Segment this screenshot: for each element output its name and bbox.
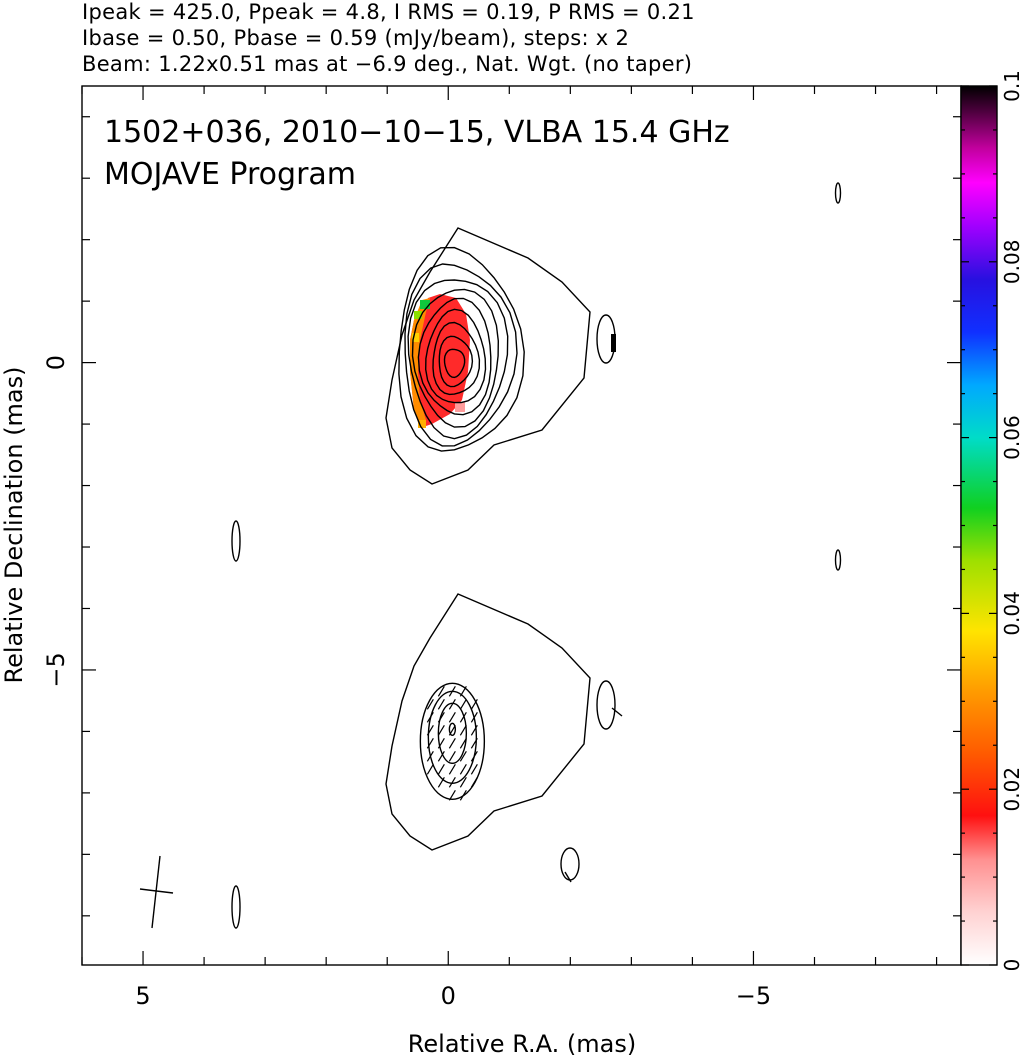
polarization-vector [459, 698, 467, 710]
image-header: Ipeak = 425.0, Ppeak = 4.8, I RMS = 0.19… [0, 0, 1022, 82]
chart-subtitle: MOJAVE Program [104, 157, 356, 192]
polarization-vector [459, 685, 467, 697]
polarization-vector [437, 685, 445, 697]
intensity-contour-32 [424, 308, 487, 404]
axis-ticks [81, 86, 961, 965]
polarization-vector [459, 763, 467, 775]
polarization-vector [448, 685, 456, 697]
colorbar-tick-label: 0 [1000, 959, 1022, 972]
colorbar-tick-label: 0.04 [1000, 591, 1022, 636]
polarization-vector [459, 776, 467, 788]
plot-frame [81, 85, 962, 966]
polarization-vector [470, 724, 478, 736]
intensity-contour-16 [417, 297, 492, 416]
header-beam-line: Beam: 1.22x0.51 mas at −6.9 deg., Nat. W… [82, 52, 693, 76]
polarization-vector [448, 763, 456, 775]
intensity-contour-64 [432, 321, 481, 396]
intensity-contour-1 [398, 246, 525, 452]
polarization-vector [426, 724, 434, 736]
colorbar-tick-label: 0.02 [1000, 767, 1022, 812]
intensity-contours [385, 227, 591, 485]
x-axis-label: Relative R.A. (mas) [408, 1030, 636, 1058]
polarization-vector [426, 750, 434, 762]
polarization-vector [470, 698, 478, 710]
axis-tick-labels: 5 0 −5 0 −5 [42, 355, 771, 1010]
polarization-vector [437, 724, 445, 736]
polarization-vector [459, 737, 467, 749]
intensity-contour-8 [411, 288, 500, 428]
colorbar-gradient [961, 86, 997, 965]
polarization-vector [470, 763, 478, 775]
polarization-vector [437, 750, 445, 762]
polarization-vector [437, 698, 445, 710]
polarization-outer-contour [385, 593, 591, 851]
polarization-vector [426, 698, 434, 710]
polarization-vector [448, 698, 456, 710]
header-base-steps-line: Ibase = 0.50, Pbase = 0.59 (mJy/beam), s… [82, 26, 630, 50]
polarization-vector [448, 776, 456, 788]
intensity-contour-2 [404, 263, 518, 447]
y-tick-label: 0 [42, 355, 70, 370]
polarization-inner-contour [448, 722, 457, 736]
polarization-vector [459, 711, 467, 723]
colorbar: 0 0.02 0.04 0.06 0.08 0.1 [960, 70, 1022, 972]
polarization-inner-contour [419, 682, 486, 800]
colorbar-tick-label: 0.08 [1000, 240, 1022, 285]
polarization-vector [437, 776, 445, 788]
polarization-vectors [426, 685, 478, 801]
x-tick-label: −5 [736, 982, 771, 1010]
noise-contour-islands [231, 182, 842, 929]
polarization-vector [448, 737, 456, 749]
header-peak-rms-line: Ipeak = 425.0, Ppeak = 4.8, I RMS = 0.19… [82, 0, 695, 24]
polarization-vector [470, 737, 478, 749]
polarization-vector [459, 724, 467, 736]
polarization-vector [437, 763, 445, 775]
polarization-vector [470, 750, 478, 762]
colorbar-tick-label: 0.06 [1000, 415, 1022, 460]
polarization-vector [448, 711, 456, 723]
polarization-vector [448, 789, 456, 801]
y-axis-label: Relative Declination (mas) [0, 366, 28, 683]
polarization-vector [448, 724, 456, 736]
polarization-vector [426, 763, 434, 775]
polarization-vector [459, 789, 467, 801]
polarization-vector [437, 711, 445, 723]
polarization-vector [426, 737, 434, 749]
intensity-contour-256 [443, 348, 466, 379]
intensity-contour-128 [438, 335, 474, 388]
y-tick-label: −5 [42, 652, 70, 687]
polarization-vector [470, 776, 478, 788]
polarization-vector [426, 711, 434, 723]
colorbar-tick-label: 0.1 [1000, 70, 1022, 102]
intensity-contour-4 [407, 279, 509, 440]
polarization-vector [470, 711, 478, 723]
x-tick-label: 5 [135, 982, 150, 1010]
polarization-contours [385, 593, 591, 851]
restoring-beam-symbol [139, 855, 174, 929]
polarization-vector [437, 737, 445, 749]
chart-title: 1502+036, 2010−10−15, VLBA 15.4 GHz [104, 115, 730, 150]
polarization-vector [459, 750, 467, 762]
x-tick-label: 0 [441, 982, 456, 1010]
polarization-vector [448, 750, 456, 762]
compact-polarization-marker [611, 334, 616, 352]
